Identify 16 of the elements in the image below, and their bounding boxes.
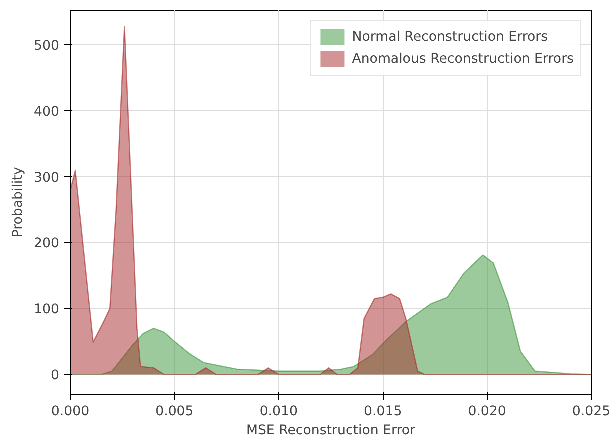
x-axis-title: MSE Reconstruction Error: [246, 424, 416, 438]
x-tick-label: 0.020: [468, 404, 506, 420]
y-tick-label: 400: [34, 104, 60, 120]
x-tick-label: 0.015: [364, 404, 402, 420]
legend-label: Normal Reconstruction Errors: [352, 30, 548, 44]
y-tick-label: 500: [34, 38, 60, 54]
y-axis-title: Probability: [11, 167, 26, 238]
y-tick-label: 100: [34, 302, 60, 318]
x-tick-label: 0.010: [260, 404, 298, 420]
x-tick-label: 0.000: [51, 404, 90, 420]
legend-label: Anomalous Reconstruction Errors: [352, 52, 574, 66]
y-tick-label: 0: [51, 368, 60, 384]
y-tick-label: 200: [34, 236, 60, 252]
y-tick-label: 300: [34, 170, 60, 186]
x-tick-label: 0.005: [156, 404, 194, 420]
x-tick-label: 0.025: [572, 404, 611, 420]
